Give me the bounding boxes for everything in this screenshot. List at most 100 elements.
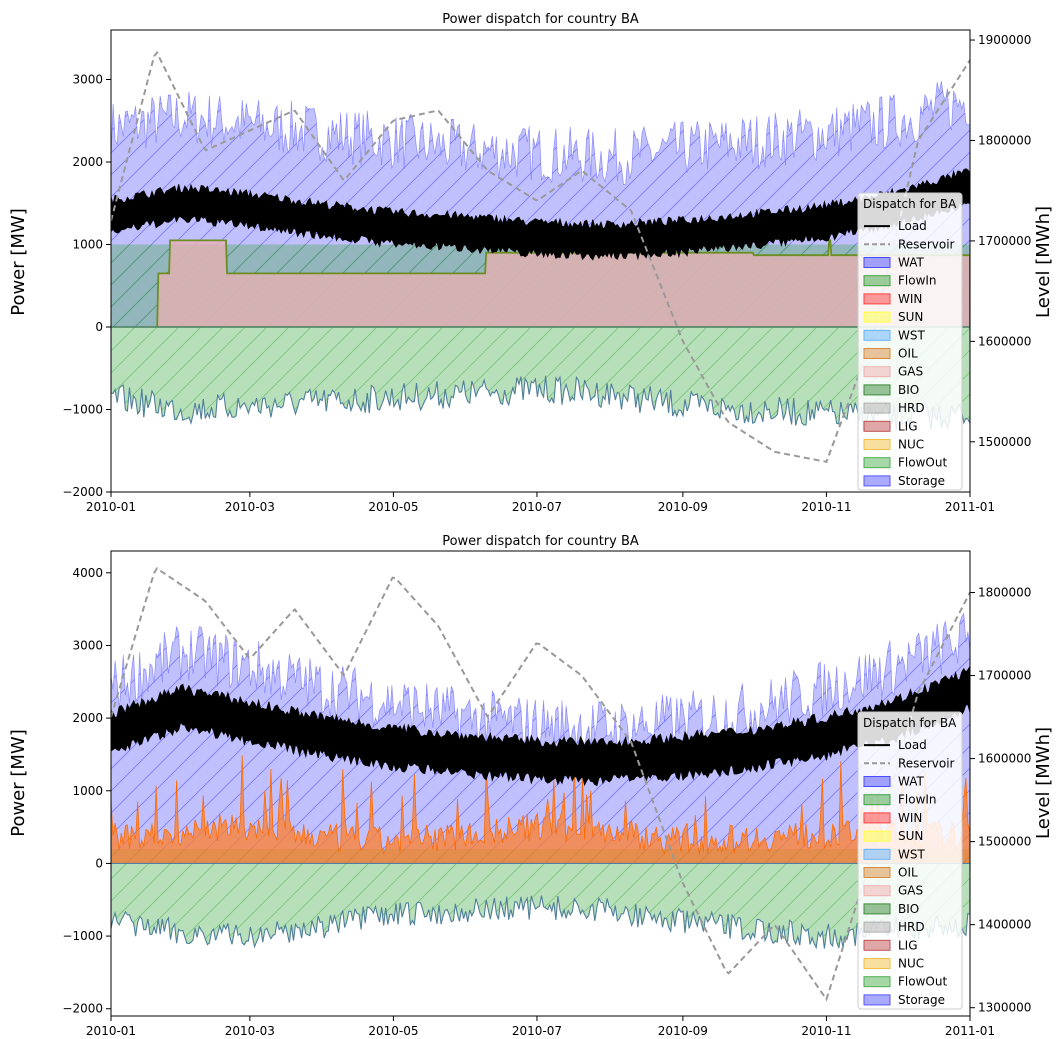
legend-label-reservoir: Reservoir	[898, 237, 955, 251]
legend-swatch-wat	[863, 776, 891, 787]
x-tick-label: 2010-01	[86, 500, 136, 514]
x-tick-label: 2010-05	[368, 1024, 418, 1038]
legend-label-nuc: NUC	[898, 957, 924, 971]
y-tick-label: −1000	[62, 403, 103, 417]
x-tick-label: 2010-03	[225, 1024, 275, 1038]
legend-swatch-lig	[863, 420, 891, 432]
oil-area	[111, 755, 970, 864]
legend-label-gas: GAS	[898, 884, 923, 898]
y2-tick-label: 1800000	[978, 133, 1031, 147]
legend-swatch-wat	[863, 257, 891, 268]
plot-area	[111, 566, 970, 1002]
legend-label-sun: SUN	[898, 829, 923, 843]
y-tick-label: 2000	[72, 155, 103, 169]
chart-2: Power dispatch for country BA −2000 −1000 0…	[8, 534, 1054, 1038]
legend-label-wat: WAT	[898, 256, 924, 270]
x-tick-label: 2010-07	[512, 1024, 562, 1038]
legend-swatch-wst	[863, 848, 891, 860]
legend: Dispatch for BA Load Reservoir WAT FlowIn WIN…	[857, 711, 963, 1010]
legend-swatch-gas	[863, 885, 891, 897]
legend-title: Dispatch for BA	[863, 716, 957, 730]
legend-label-gas: GAS	[898, 365, 923, 379]
legend-label-sun: SUN	[898, 310, 923, 324]
flowout-area	[111, 862, 970, 950]
legend-swatch-flowin	[863, 275, 891, 287]
y-tick-label: 1000	[72, 784, 103, 798]
legend-title: Dispatch for BA	[863, 197, 957, 211]
legend-label-lig: LIG	[898, 938, 918, 952]
legend-swatch-nuc	[863, 958, 891, 969]
x-tick-label: 2010-01	[86, 1024, 136, 1038]
x-tick-label: 2010-09	[658, 1024, 708, 1038]
y-tick-label: −2000	[62, 485, 103, 499]
y-tick-label: −2000	[62, 1002, 103, 1016]
flowout-area	[111, 326, 970, 431]
y2-tick-label: 1700000	[978, 669, 1031, 683]
y-tick-label: 3000	[72, 638, 103, 652]
y2-tick-label: 1500000	[978, 435, 1031, 449]
plot-area	[111, 50, 970, 464]
x-tick-label: 2010-11	[801, 1024, 851, 1038]
legend-swatch-sun	[863, 311, 891, 323]
legend-label-storage: Storage	[898, 993, 945, 1007]
legend-label-win: WIN	[898, 811, 922, 825]
plot-frame	[110, 29, 971, 493]
legend-swatch-bio	[863, 903, 891, 915]
y-tick-label: 3000	[72, 73, 103, 87]
legend-swatch-oil	[863, 867, 891, 878]
legend-label-bio: BIO	[898, 383, 919, 397]
legend-label-hrd: HRD	[898, 920, 925, 934]
legend-swatch-gas	[863, 366, 891, 378]
y2-tick-label: 1400000	[978, 918, 1031, 932]
legend-label-nuc: NUC	[898, 438, 924, 452]
storage-area	[111, 612, 970, 864]
load-band	[111, 665, 970, 787]
legend-swatch-hrd	[863, 402, 891, 414]
y-tick-label: −1000	[62, 929, 103, 943]
y2-axis-label: Level [MWh]	[1033, 727, 1054, 839]
load-band	[111, 168, 970, 261]
y-axis-label: Power [MW]	[8, 208, 29, 316]
legend-label-flowout: FlowOut	[898, 456, 947, 470]
x-tick-label: 2010-05	[368, 500, 418, 514]
plot-frame	[110, 550, 971, 1017]
y-tick-label: 2000	[72, 711, 103, 725]
y2-axis-label: Level [MWh]	[1033, 206, 1054, 318]
legend-swatch-hrd	[863, 921, 891, 933]
reservoir-line	[111, 50, 970, 464]
legend-label-win: WIN	[898, 292, 922, 306]
legend-label-wst: WST	[898, 847, 925, 861]
y-tick-label: 0	[95, 320, 103, 334]
legend-swatch-flowout	[863, 457, 891, 469]
legend-label-lig: LIG	[898, 419, 918, 433]
legend-label-wat: WAT	[898, 775, 924, 789]
y-tick-label: 0	[95, 856, 103, 870]
legend-label-wst: WST	[898, 328, 925, 342]
legend-swatch-storage	[863, 475, 891, 487]
y-tick-label: 1000	[72, 238, 103, 252]
y2-tick-label: 1900000	[978, 33, 1031, 47]
x-tick-label: 2011-01	[945, 1024, 995, 1038]
legend-label-load: Load	[898, 738, 927, 752]
legend-label-hrd: HRD	[898, 401, 925, 415]
x-tick-label: 2010-03	[225, 500, 275, 514]
legend-label-flowin: FlowIn	[898, 793, 937, 807]
x-tick-label: 2010-07	[512, 500, 562, 514]
legend-label-storage: Storage	[898, 474, 945, 488]
y2-tick-label: 1500000	[978, 835, 1031, 849]
y-tick-label: 4000	[72, 566, 103, 580]
legend-swatch-oil	[863, 348, 891, 359]
y-axis-label: Power [MW]	[8, 729, 29, 837]
legend-swatch-wst	[863, 329, 891, 341]
x-tick-label: 2010-09	[658, 500, 708, 514]
legend-swatch-win	[863, 293, 891, 305]
legend-label-bio: BIO	[898, 902, 919, 916]
y2-tick-label: 1700000	[978, 234, 1031, 248]
legend: Dispatch for BA Load Reservoir WAT FlowIn WIN…	[857, 192, 963, 491]
legend-label-flowin: FlowIn	[898, 274, 937, 288]
legend-label-reservoir: Reservoir	[898, 756, 955, 770]
x-tick-label: 2010-11	[801, 500, 851, 514]
legend-swatch-bio	[863, 384, 891, 396]
legend-swatch-nuc	[863, 439, 891, 450]
